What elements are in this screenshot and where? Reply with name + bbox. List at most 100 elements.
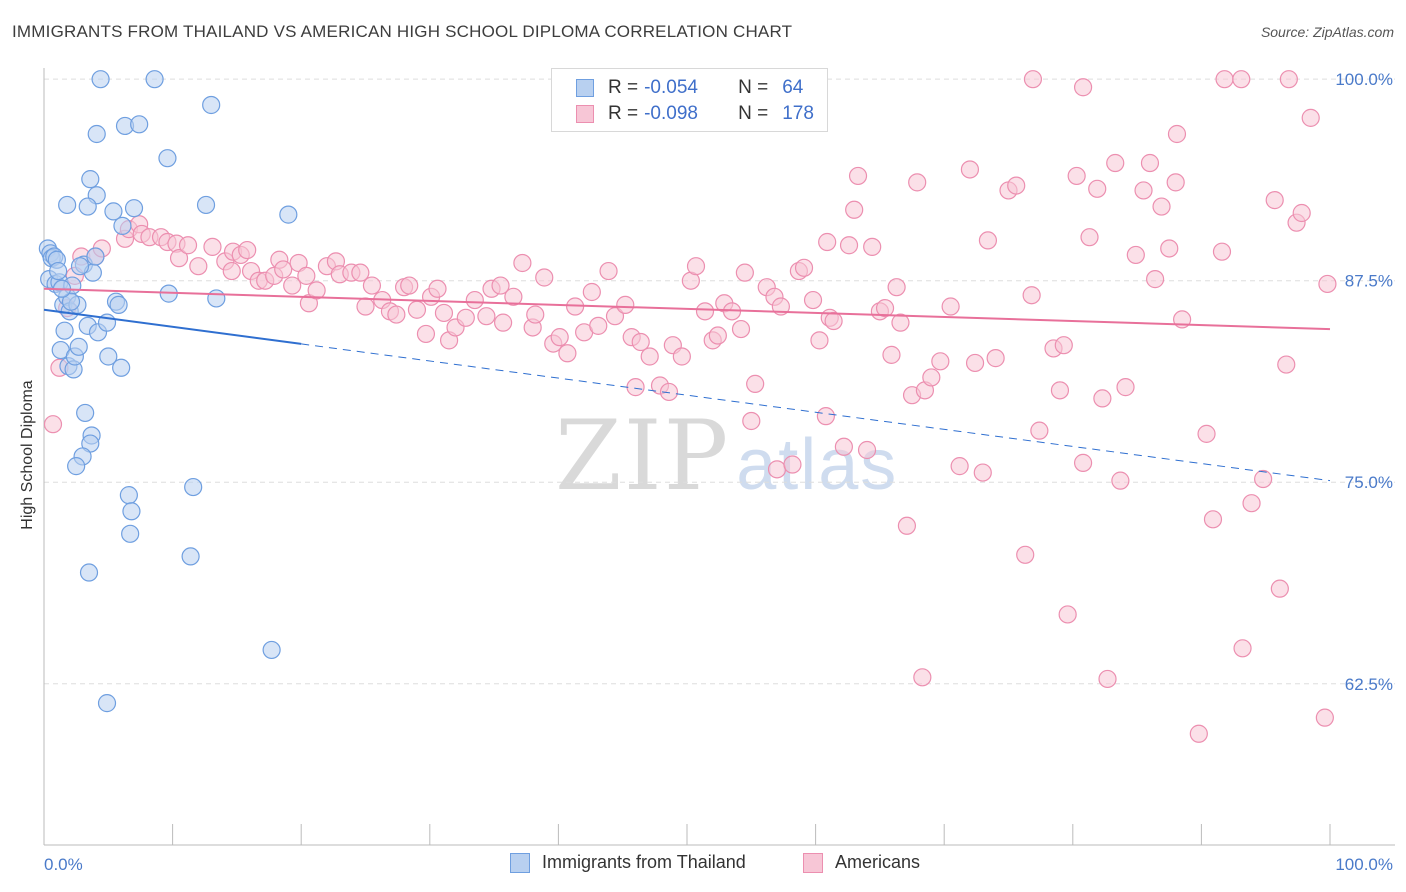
americans-point (274, 260, 293, 279)
thailand-point (78, 197, 97, 216)
legend-item-thailand[interactable]: Immigrants from Thailand (510, 852, 746, 873)
americans-point (803, 290, 823, 310)
americans-point (875, 299, 895, 318)
americans-point (1318, 274, 1337, 294)
watermark-zip: ZIP (555, 400, 731, 512)
americans-point (222, 261, 241, 281)
thailand-point (91, 70, 110, 89)
americans-point (1073, 78, 1093, 97)
americans-point (582, 282, 601, 302)
legend-r-label: R = (608, 77, 639, 98)
stats-legend: R = -0.054 N = 64 R = -0.098 N = 178 (551, 68, 828, 132)
thailand-point (87, 124, 106, 144)
americans-point (494, 313, 513, 332)
thailand-point (81, 170, 100, 189)
thailand-point (279, 205, 298, 224)
legend-label-thailand: Immigrants from Thailand (542, 852, 746, 872)
thailand-trend-extension (301, 343, 1331, 482)
americans-point (783, 455, 802, 474)
americans-point (1265, 191, 1284, 210)
y-tick-label: 75.0% (1345, 473, 1393, 492)
americans-point (686, 257, 706, 276)
americans-point (824, 311, 843, 331)
americans-point (1016, 545, 1035, 564)
thailand-point (113, 216, 132, 235)
americans-point (1111, 471, 1130, 490)
americans-point (1080, 228, 1099, 247)
legend-n-label: N = (738, 103, 769, 124)
americans-point (1232, 70, 1251, 89)
thailand-point (61, 292, 81, 311)
americans-point (941, 297, 960, 316)
americans-point (589, 316, 608, 335)
thailand-point (58, 195, 77, 215)
americans-point (203, 237, 222, 256)
americans-point (908, 173, 927, 192)
watermark: ZIPatlas (555, 400, 898, 512)
americans-point (810, 331, 829, 350)
americans-point (1315, 708, 1334, 727)
americans-point (818, 232, 837, 252)
americans-point (863, 237, 882, 256)
thailand-point (99, 347, 118, 366)
americans-point (887, 278, 906, 297)
source-label: Source: ZipAtlas.com (1260, 24, 1394, 40)
thailand-point (262, 640, 281, 660)
americans-point (816, 407, 835, 426)
legend-item-americans[interactable]: Americans (803, 852, 920, 873)
americans-point (631, 332, 650, 352)
thailand-point (121, 524, 140, 543)
thailand-point (196, 195, 216, 215)
americans-point (1067, 166, 1086, 186)
y-tick-label: 100.0% (1335, 70, 1393, 89)
americans-point (965, 353, 985, 373)
americans-point (1197, 424, 1216, 443)
americans-point (1203, 510, 1223, 529)
watermark-atlas: atlas (736, 425, 899, 505)
americans-point (1215, 70, 1234, 89)
americans-point (297, 266, 316, 285)
americans-point (708, 326, 727, 345)
americans-point (1167, 124, 1187, 144)
americans-point (1093, 389, 1112, 408)
americans-point (307, 281, 326, 300)
americans-point (477, 307, 496, 326)
thailand-point (122, 502, 141, 521)
x-tick-label: 100.0% (1335, 855, 1393, 874)
americans-point (848, 166, 868, 186)
tick-labels: 62.5% 75.0% 87.5% 100.0% 0.0% 100.0% (44, 70, 1393, 874)
americans-point (434, 303, 454, 323)
americans-point (986, 349, 1005, 368)
americans-point (640, 347, 659, 366)
legend-swatch-blue (576, 79, 594, 97)
americans-point (695, 302, 715, 321)
americans-point (526, 305, 545, 324)
americans-point (1106, 153, 1125, 173)
americans-points (43, 70, 1337, 743)
thailand-point (109, 295, 128, 314)
americans-point (178, 236, 198, 255)
americans-point (1073, 453, 1093, 472)
americans-point (845, 200, 864, 219)
americans-point (931, 352, 950, 371)
trend-lines (43, 287, 1331, 482)
americans-point (599, 261, 618, 281)
americans-point (356, 297, 375, 316)
thailand-point (70, 257, 90, 276)
americans-trend-line (43, 287, 1331, 331)
thailand-points (38, 70, 298, 713)
americans-point (1189, 724, 1208, 743)
americans-point (238, 240, 257, 260)
americans-point (43, 415, 63, 434)
y-tick-label: 87.5% (1345, 272, 1393, 291)
americans-point (857, 440, 877, 460)
americans-point (742, 411, 761, 431)
americans-point (428, 279, 447, 298)
americans-point (1054, 336, 1073, 355)
americans-point (1152, 197, 1171, 216)
americans-point (465, 290, 484, 310)
americans-point (1116, 378, 1135, 397)
chart-title: IMMIGRANTS FROM THAILAND VS AMERICAN HIG… (12, 22, 793, 41)
americans-point (672, 347, 691, 366)
